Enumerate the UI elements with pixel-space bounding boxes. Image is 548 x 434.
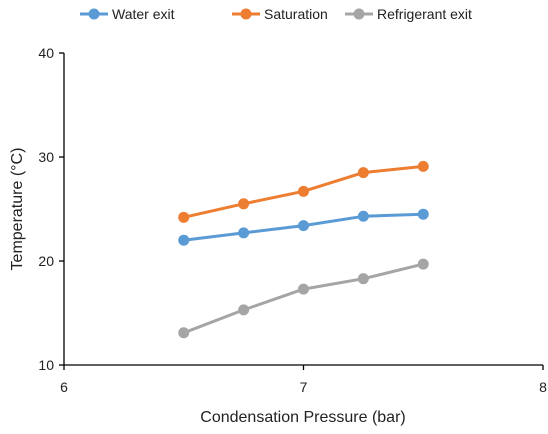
- x-axis-title: Condensation Pressure (bar): [200, 409, 405, 426]
- legend-label-water-exit: Water exit: [112, 6, 175, 22]
- data-point-saturation: [417, 160, 429, 172]
- data-point-refrigerant-exit: [178, 327, 190, 339]
- data-point-saturation: [357, 167, 369, 179]
- x-tick-label: 8: [539, 379, 547, 395]
- legend: Water exit Saturation Refrigerant exit: [80, 6, 472, 22]
- data-point-saturation: [238, 198, 250, 210]
- legend-marker-water-exit: [88, 8, 100, 20]
- y-tick-label: 10: [38, 357, 54, 373]
- data-point-refrigerant-exit: [238, 304, 250, 316]
- legend-label-refrigerant-exit: Refrigerant exit: [377, 6, 472, 22]
- data-point-water-exit: [357, 210, 369, 222]
- y-tick-label: 40: [38, 45, 54, 61]
- x-tick-label: 6: [60, 379, 68, 395]
- legend-label-saturation: Saturation: [264, 6, 328, 22]
- axes: 10 20 30 40 6 7 8: [38, 45, 547, 395]
- data-point-water-exit: [178, 234, 190, 246]
- data-point-water-exit: [298, 220, 309, 232]
- y-tick-label: 20: [38, 253, 54, 269]
- plot-area: [178, 160, 429, 339]
- data-point-refrigerant-exit: [417, 258, 429, 270]
- y-axis-title: Temperature (°C): [9, 148, 26, 271]
- legend-marker-refrigerant-exit: [353, 8, 365, 20]
- data-point-refrigerant-exit: [298, 283, 309, 295]
- y-tick-label: 30: [38, 149, 54, 165]
- x-tick-label: 7: [300, 379, 308, 395]
- data-point-refrigerant-exit: [357, 273, 369, 285]
- data-point-water-exit: [417, 208, 429, 220]
- data-point-water-exit: [238, 227, 250, 239]
- legend-marker-saturation: [240, 8, 252, 20]
- series-line-refrigerant-exit: [183, 262, 424, 335]
- data-point-saturation: [178, 211, 190, 223]
- data-point-saturation: [298, 185, 309, 197]
